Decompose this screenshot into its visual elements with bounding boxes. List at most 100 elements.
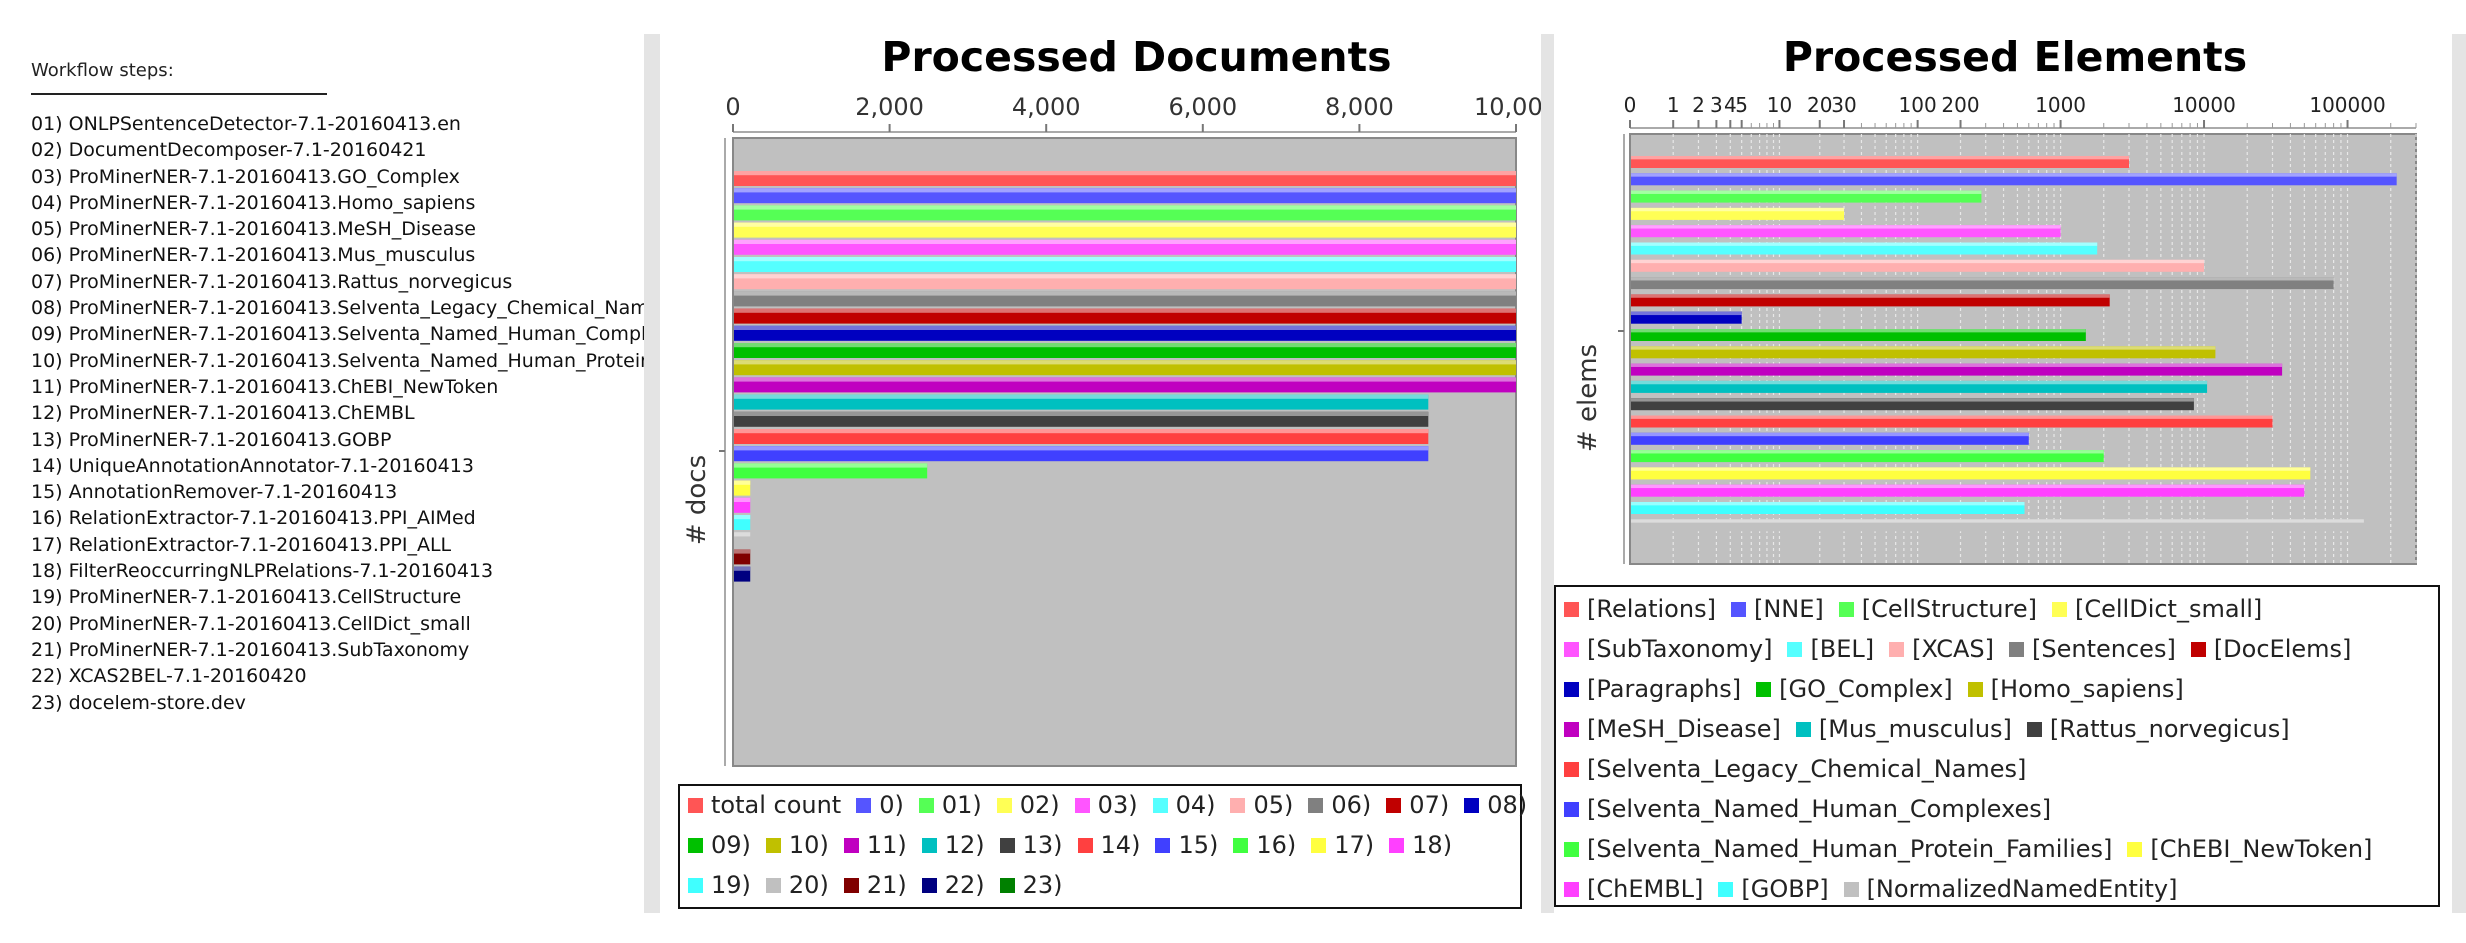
legend-row: [MeSH_Disease] [Mus_musculus] [Rattus_norv…	[1564, 715, 2305, 743]
chart-title: Processed Elements	[1783, 34, 2247, 81]
legend-label: 23)	[1022, 871, 1063, 899]
legend-swatch	[765, 837, 781, 853]
legend-swatch	[1233, 837, 1249, 853]
bar-DocElems-highlight	[1631, 294, 2110, 298]
legend-item: 23)	[999, 871, 1063, 899]
x-tick-label: 3	[1710, 93, 1723, 117]
workflow-step-item: 22) XCAS2BEL-7.1-20160420	[31, 665, 307, 688]
legend-item: 20)	[765, 871, 829, 899]
bar-ChEBI-NewToken-highlight	[1631, 467, 2311, 471]
legend-swatch	[1756, 681, 1772, 697]
workflow-steps-list: 01) ONLPSentenceDetector-7.1-20160413.en…	[31, 111, 644, 716]
legend-item: 14)	[1077, 831, 1141, 859]
x-tick-label: 4,000	[1012, 93, 1081, 121]
legend-row: [ChEMBL] [GOBP] [NormalizedNamedEntity]	[1564, 875, 2193, 903]
workflow-step-item: 13) ProMinerNER-7.1-20160413.GOBP	[31, 428, 392, 451]
legend-item: 06)	[1308, 791, 1371, 819]
y-axis-label: # elems	[1573, 344, 1603, 452]
legend-swatch	[1464, 797, 1480, 813]
legend-label: [Selventa_Named_Human_Complexes]	[1587, 795, 2052, 823]
legend-swatch	[1843, 881, 1859, 897]
x-tick-label: 4	[1724, 93, 1737, 117]
bar-10-highlight	[734, 360, 1516, 365]
legend-swatch	[688, 877, 703, 893]
legend-swatch	[1838, 601, 1854, 617]
legend-label: [ChEBI_NewToken]	[2150, 835, 2373, 863]
legend-label: 02)	[1019, 791, 1060, 819]
bar-BEL-highlight	[1631, 242, 2098, 246]
x-tick-label: 30	[1831, 93, 1856, 117]
legend-swatch	[1230, 797, 1246, 813]
legend-swatch	[2190, 641, 2206, 657]
bar-08-highlight	[734, 325, 1516, 330]
legend-label: 08)	[1487, 791, 1528, 819]
legend-item: 19)	[688, 871, 751, 899]
legend-row: [Selventa_Legacy_Chemical_Names]	[1564, 755, 2041, 783]
legend-swatch	[1152, 797, 1168, 813]
legend-swatch	[1787, 641, 1803, 657]
legend-swatch	[1564, 761, 1579, 777]
legend-label: 05)	[1253, 791, 1294, 819]
legend-label: 09)	[711, 831, 751, 859]
bar-Sentences-highlight	[1631, 277, 2334, 281]
bar-13-highlight	[734, 411, 1429, 416]
x-tick-label: 10,000	[1474, 93, 1541, 121]
legend-label: [Selventa_Named_Human_Protein_Families]	[1587, 835, 2113, 863]
legend-item: [MeSH_Disease]	[1564, 715, 1781, 743]
legend-row: [Paragraphs] [GO_Complex] [Homo_sapiens]	[1564, 675, 2199, 703]
legend-label: 18)	[1412, 831, 1453, 859]
documents-legend: total count 0) 01) 02) 03) 04) 05) 06) 07) 08) 09)…	[678, 784, 1527, 909]
x-tick-label: 100	[1899, 93, 1937, 117]
workflow-step-item: 20) ProMinerNER-7.1-20160413.CellDict_sm…	[31, 612, 471, 635]
panel-divider	[2452, 34, 2466, 913]
legend-label: 20)	[788, 871, 829, 899]
workflow-step-item: 07) ProMinerNER-7.1-20160413.Rattus_norv…	[31, 270, 513, 293]
legend-label: 22)	[944, 871, 985, 899]
processed-documents-chart: Processed Documents 0 2,000 4,000 6,000 8,000…	[682, 34, 1541, 767]
bar-03-highlight	[734, 239, 1516, 244]
workflow-step-item: 23) docelem-store.dev	[31, 691, 246, 714]
legend-item: [NNE]	[1730, 595, 1824, 623]
legend-row: total count 0) 01) 02) 03) 04) 05) 06) 07) 08)	[688, 791, 1541, 819]
legend-item: 04)	[1152, 791, 1215, 819]
legend-item: 12)	[921, 831, 985, 859]
legend-item: 02)	[996, 791, 1060, 819]
legend-label: 10)	[788, 831, 829, 859]
workflow-step-item: 06) ProMinerNER-7.1-20160413.Mus_musculu…	[31, 244, 476, 267]
legend-label: 19)	[711, 871, 751, 899]
legend-row: [Selventa_Named_Human_Protein_Families] […	[1564, 835, 2387, 863]
legend-item: [ChEMBL]	[1564, 875, 1703, 903]
legend-swatch	[765, 877, 781, 893]
legend-item: 11)	[843, 831, 907, 859]
legend-item: [Selventa_Named_Human_Protein_Families]	[1564, 835, 2112, 863]
workflow-step-item: 12) ProMinerNER-7.1-20160413.ChEMBL	[31, 402, 415, 425]
legend-label: 16)	[1256, 831, 1297, 859]
legend-label: 11)	[866, 831, 907, 859]
workflow-step-item: 17) RelationExtractor-7.1-20160413.PPI_A…	[31, 533, 452, 556]
legend-item: [Homo_sapiens]	[1967, 675, 2184, 703]
x-tick-label: 0	[725, 93, 740, 121]
workflow-step-item: 16) RelationExtractor-7.1-20160413.PPI_A…	[31, 507, 476, 530]
legend-item: 08)	[1464, 791, 1527, 819]
legend-label: 06)	[1331, 791, 1372, 819]
chart-title: Processed Documents	[881, 34, 1391, 81]
legend-label: [Sentences]	[2032, 635, 2176, 663]
legend-label: [GO_Complex]	[1779, 675, 1953, 703]
legend-label: [Mus_musculus]	[1818, 715, 2012, 743]
x-tick-label: 8,000	[1325, 93, 1394, 121]
workflow-step-item: 03) ProMinerNER-7.1-20160413.GO_Complex	[31, 165, 460, 188]
workflow-step-item: 04) ProMinerNER-7.1-20160413.Homo_sapien…	[31, 191, 476, 214]
legend-swatch	[1386, 797, 1402, 813]
legend-item: [Selventa_Legacy_Chemical_Names]	[1564, 755, 2026, 783]
bar-MeSH-Disease-highlight	[1631, 363, 2283, 367]
bar-Selventa-Named-Human-Complexes-highlight	[1631, 432, 2029, 437]
bar-22-highlight	[734, 566, 751, 571]
legend-item: 16)	[1233, 831, 1296, 859]
legend-label: 14)	[1100, 831, 1141, 859]
legend-item: [Relations]	[1564, 595, 1716, 623]
legend-item: [ChEBI_NewToken]	[2127, 835, 2372, 863]
bar-09-highlight	[734, 343, 1516, 348]
legend-item: [Paragraphs]	[1564, 675, 1741, 703]
legend-swatch	[1077, 837, 1093, 853]
legend-swatch	[856, 797, 872, 813]
